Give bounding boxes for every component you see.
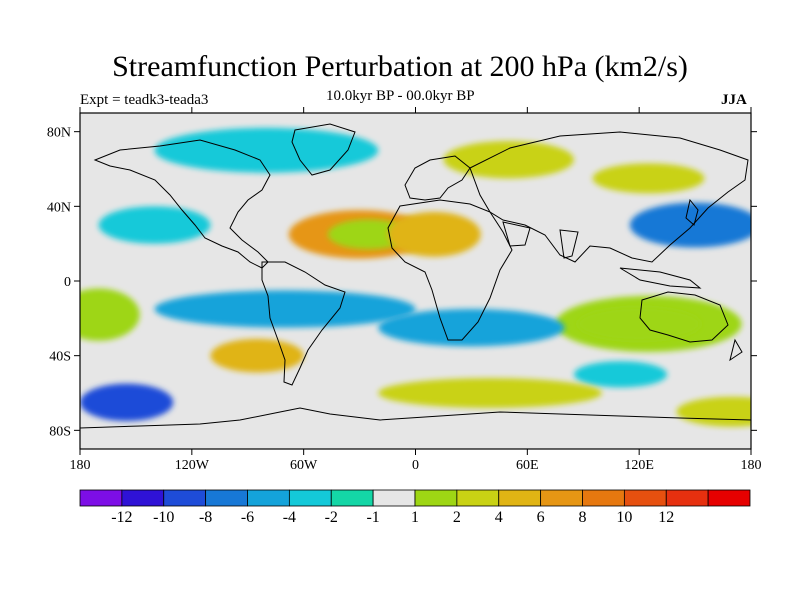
colorbar-label: 8 bbox=[579, 509, 587, 526]
lat-tick-label: 80N bbox=[47, 126, 71, 141]
lon-tick-label: 120E bbox=[624, 458, 654, 473]
colorbar-swatch bbox=[414, 489, 458, 507]
anomaly-southern-ocean-high bbox=[378, 378, 602, 408]
coastlines bbox=[80, 123, 751, 429]
lon-tick-label: 180 bbox=[70, 458, 91, 473]
colorbar-label: -4 bbox=[283, 509, 296, 526]
anomaly-siberia-high bbox=[443, 141, 574, 179]
anomaly-arctic-low bbox=[154, 127, 379, 173]
colorbar-label: 2 bbox=[453, 509, 461, 526]
experiment-label: Expt = teadk3-teada3 bbox=[80, 92, 209, 108]
colorbar-label: 4 bbox=[495, 509, 503, 526]
lat-tick-label: 0 bbox=[64, 275, 71, 290]
anomaly-south-indian-low bbox=[378, 309, 565, 347]
colorbar-swatch bbox=[79, 489, 123, 507]
anomaly-antarctic-low bbox=[80, 383, 174, 422]
colorbar-swatch bbox=[247, 489, 290, 507]
lon-tick-label: 180 bbox=[741, 458, 762, 473]
colorbar-label: 6 bbox=[537, 509, 545, 526]
colorbar-swatch bbox=[540, 489, 583, 507]
anomaly-indian-ocean-low bbox=[573, 361, 668, 388]
anomaly-southeast-pacific-high bbox=[676, 396, 751, 427]
season-label: JJA bbox=[721, 92, 747, 108]
colorbar-label: -12 bbox=[111, 509, 132, 526]
colorbar-swatch bbox=[330, 489, 374, 507]
colorbar-swatch bbox=[372, 489, 416, 507]
lon-tick-label: 60W bbox=[290, 458, 318, 473]
colorbar-swatch bbox=[288, 489, 332, 507]
anomaly-east-pacific-south-high bbox=[80, 288, 140, 341]
period-label: 10.0kyr BP - 00.0kyr BP bbox=[326, 88, 475, 104]
lon-tick-label: 0 bbox=[412, 458, 419, 473]
anomaly-south-america-high bbox=[210, 338, 304, 373]
colorbar-swatch bbox=[456, 489, 500, 507]
colorbar-swatch bbox=[582, 489, 625, 507]
anomaly-north-africa-high bbox=[387, 211, 481, 257]
colorbar-label: -6 bbox=[241, 509, 254, 526]
lon-tick-label: 60E bbox=[516, 458, 539, 473]
anomaly-east-siberia-high bbox=[592, 163, 705, 194]
colorbar-swatch bbox=[623, 489, 667, 507]
anomaly-north-atlantic-high-core bbox=[327, 219, 410, 250]
colorbar-label: -1 bbox=[366, 509, 379, 526]
colorbar-label: -2 bbox=[325, 509, 338, 526]
map-axis-ticks: 80N 40N 0 40S 80S 180 120W 60W 0 60E 120E 180 bbox=[47, 107, 762, 473]
colorbar-label: 1 bbox=[411, 509, 419, 526]
anomaly-south-pacific-low bbox=[154, 290, 416, 328]
page-title: Streamfunction Perturbation at 200 hPa (… bbox=[112, 50, 688, 83]
colorbar: -12 -10 -8 -6 -4 -2 -1 1 2 4 6 8 10 12 bbox=[79, 489, 751, 526]
colorbar-label: -10 bbox=[153, 509, 174, 526]
colorbar-swatch bbox=[121, 489, 165, 507]
colorbar-label: -8 bbox=[199, 509, 212, 526]
lon-tick-label: 120W bbox=[175, 458, 210, 473]
anomaly-north-america-low bbox=[98, 206, 211, 244]
colorbar-swatch bbox=[163, 489, 207, 507]
lat-tick-label: 80S bbox=[49, 424, 71, 439]
anomaly-australia-high-core bbox=[577, 307, 701, 341]
colorbar-label: 10 bbox=[616, 509, 632, 526]
anomaly-north-pacific-west-low bbox=[629, 202, 751, 248]
colorbar-swatch bbox=[498, 489, 542, 507]
lat-tick-label: 40S bbox=[49, 350, 71, 365]
colorbar-swatch bbox=[205, 489, 248, 507]
colorbar-swatch bbox=[707, 489, 751, 507]
lat-tick-label: 40N bbox=[47, 200, 71, 215]
colorbar-label: 12 bbox=[658, 509, 674, 526]
colorbar-swatch bbox=[665, 489, 709, 507]
